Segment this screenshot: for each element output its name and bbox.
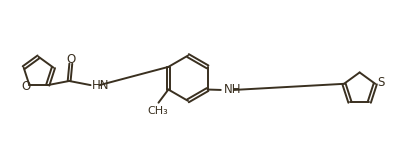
Text: CH₃: CH₃ (148, 106, 169, 116)
Text: HN: HN (92, 79, 110, 92)
Text: NH: NH (224, 83, 242, 96)
Text: O: O (66, 53, 76, 66)
Text: O: O (22, 80, 31, 93)
Text: S: S (377, 76, 385, 89)
